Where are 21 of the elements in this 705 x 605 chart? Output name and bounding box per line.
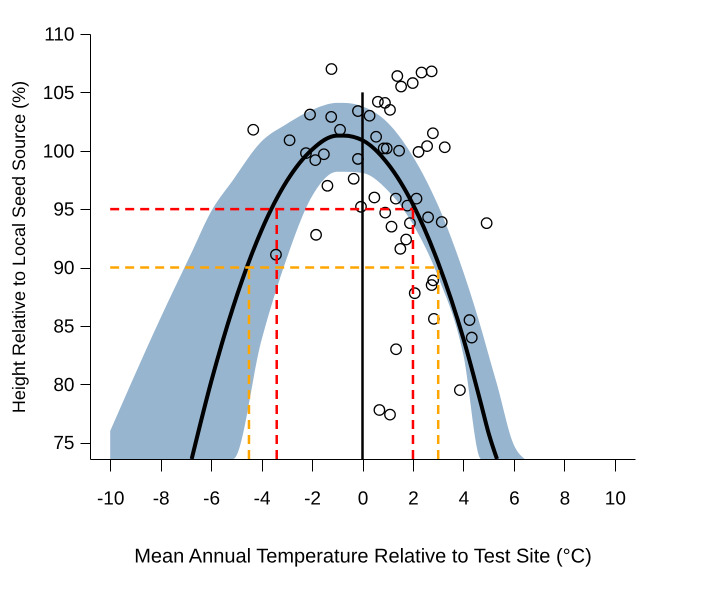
y-tick-label: 90 (53, 258, 74, 280)
x-tick-label: -8 (152, 488, 170, 510)
y-tick-label: 110 (44, 24, 74, 46)
x-tick-label: -10 (96, 488, 124, 510)
x-tick-label: -2 (304, 488, 321, 510)
y-tick-label: 105 (42, 82, 74, 104)
x-axis-title: Mean Annual Temperature Relative to Test Site (°C) (134, 546, 592, 568)
x-tick-label: 10 (604, 488, 626, 510)
x-tick-label: 4 (458, 488, 470, 510)
y-tick-label: 100 (42, 141, 74, 162)
x-tick-label: 8 (560, 488, 570, 510)
y-tick-label: 85 (53, 316, 74, 338)
x-tick-label: -4 (254, 488, 271, 510)
y-tick-label: 75 (53, 433, 74, 454)
x-tick-label: 0 (358, 488, 368, 510)
y-tick-label: 95 (53, 200, 74, 221)
x-tick-label: 6 (509, 488, 520, 510)
y-tick-label: 80 (53, 374, 74, 396)
x-tick-label: -6 (203, 488, 220, 510)
y-axis-title: Height Relative to Local Seed Source (%) (8, 80, 29, 414)
x-tick-label: 2 (408, 488, 419, 510)
